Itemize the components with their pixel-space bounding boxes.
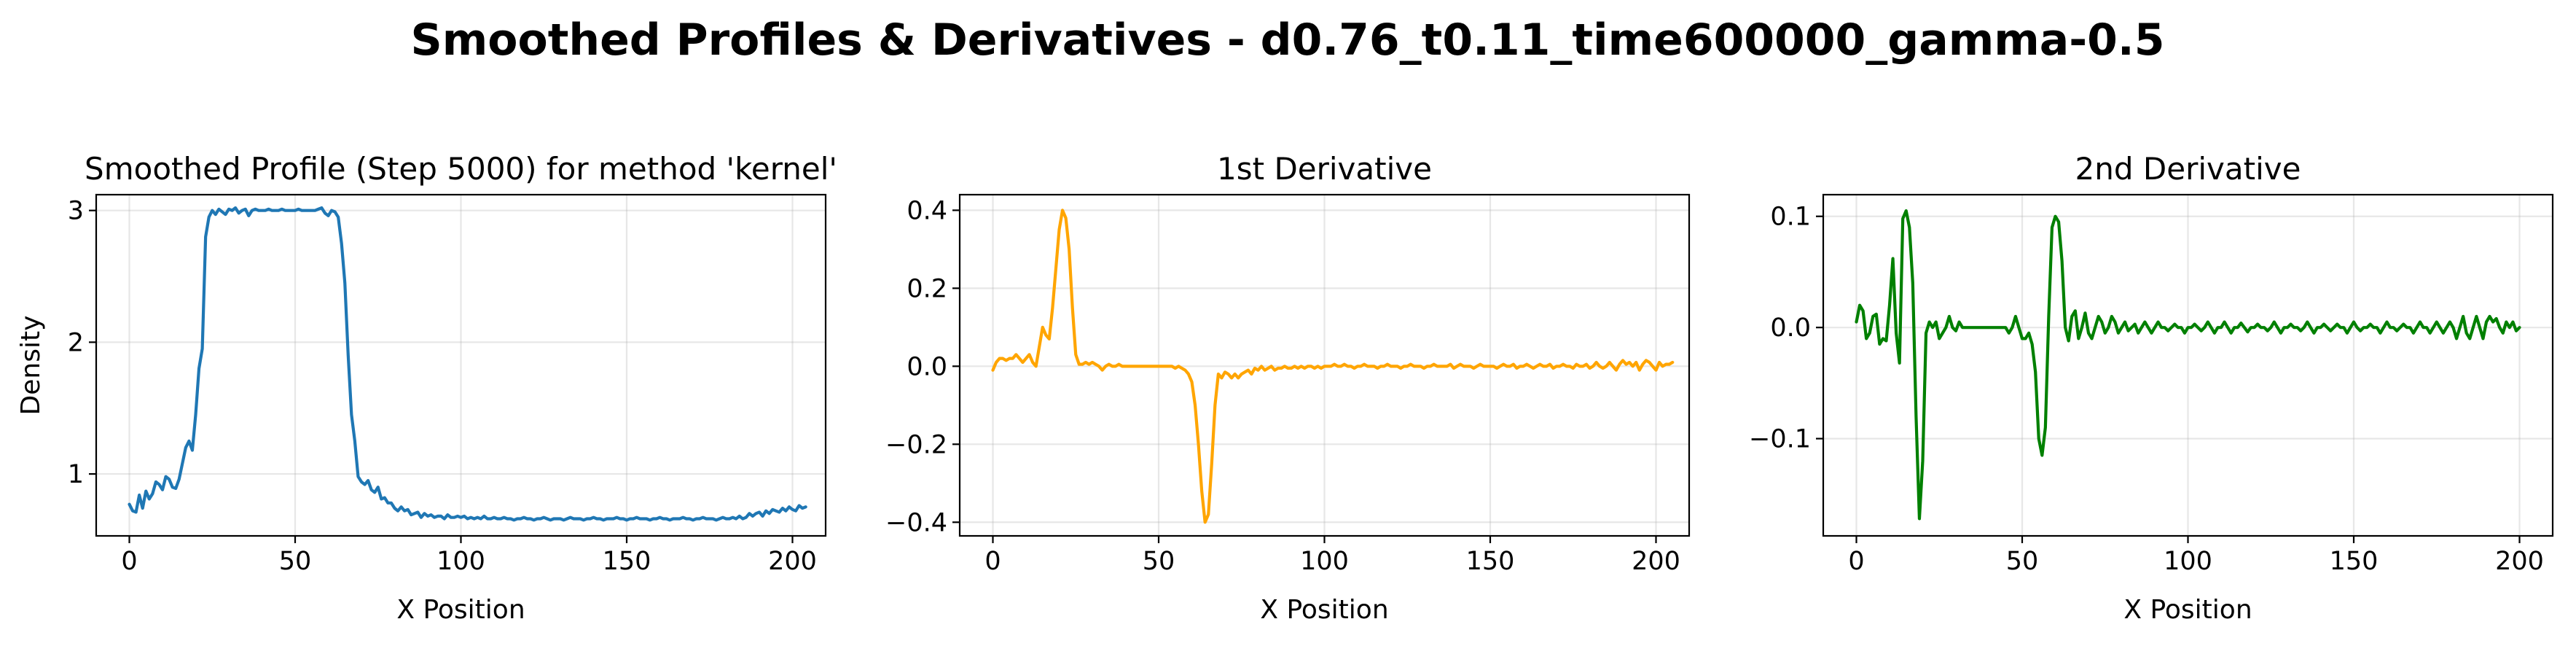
subplot-title: 2nd Derivative	[2075, 151, 2301, 187]
y-tick-label: −0.1	[1749, 425, 1811, 454]
y-tick-label: 0.2	[907, 274, 947, 303]
x-tick-label: 150	[603, 547, 651, 576]
x-tick-label: 200	[768, 547, 817, 576]
x-tick-label: 0	[121, 547, 137, 576]
y-tick-label: −0.4	[885, 508, 947, 537]
subplot-title: Smoothed Profile (Step 5000) for method …	[85, 151, 837, 187]
y-axis-label: Density	[16, 316, 46, 416]
x-tick-label: 150	[1466, 547, 1515, 576]
subplot-3: 0 50 100 150 200 −0.1 0.0 0.1 2nd Derivative X Po…	[1749, 151, 2554, 625]
subplot-2: 0 50 100 150 200 −0.4 −0.2 0.0 0.2 0.4 1st Derivat…	[885, 151, 1691, 625]
y-tick-label: 2	[68, 328, 84, 357]
series-line	[1855, 209, 2521, 521]
x-tick-label: 200	[2495, 547, 2544, 576]
x-tick-label: 100	[1300, 547, 1349, 576]
figure-suptitle: Smoothed Profiles & Derivatives - d0.76_…	[411, 15, 2165, 66]
x-axis-label: X Position	[396, 595, 525, 625]
y-tick-label: −0.2	[885, 430, 947, 459]
x-tick-label: 50	[1143, 547, 1175, 576]
x-tick-label: 200	[1632, 547, 1680, 576]
x-axis-label: X Position	[1260, 595, 1388, 625]
x-tick-label: 50	[279, 547, 312, 576]
x-tick-label: 50	[2006, 547, 2039, 576]
x-axis-label: X Position	[2123, 595, 2252, 625]
x-tick-label: 150	[2330, 547, 2379, 576]
y-tick-label: 0.1	[1770, 203, 1811, 232]
y-tick-label: 1	[68, 460, 84, 489]
y-tick-label: 0.0	[907, 352, 947, 381]
x-tick-label: 0	[984, 547, 1001, 576]
y-tick-label: 0.0	[1770, 314, 1811, 343]
series-line	[991, 209, 1675, 524]
subplot-title: 1st Derivative	[1217, 151, 1432, 187]
x-tick-label: 100	[2164, 547, 2212, 576]
series-line	[128, 206, 807, 522]
y-tick-label: 0.4	[907, 196, 947, 225]
x-tick-label: 0	[1848, 547, 1864, 576]
x-tick-label: 100	[436, 547, 485, 576]
y-tick-label: 3	[68, 197, 84, 226]
